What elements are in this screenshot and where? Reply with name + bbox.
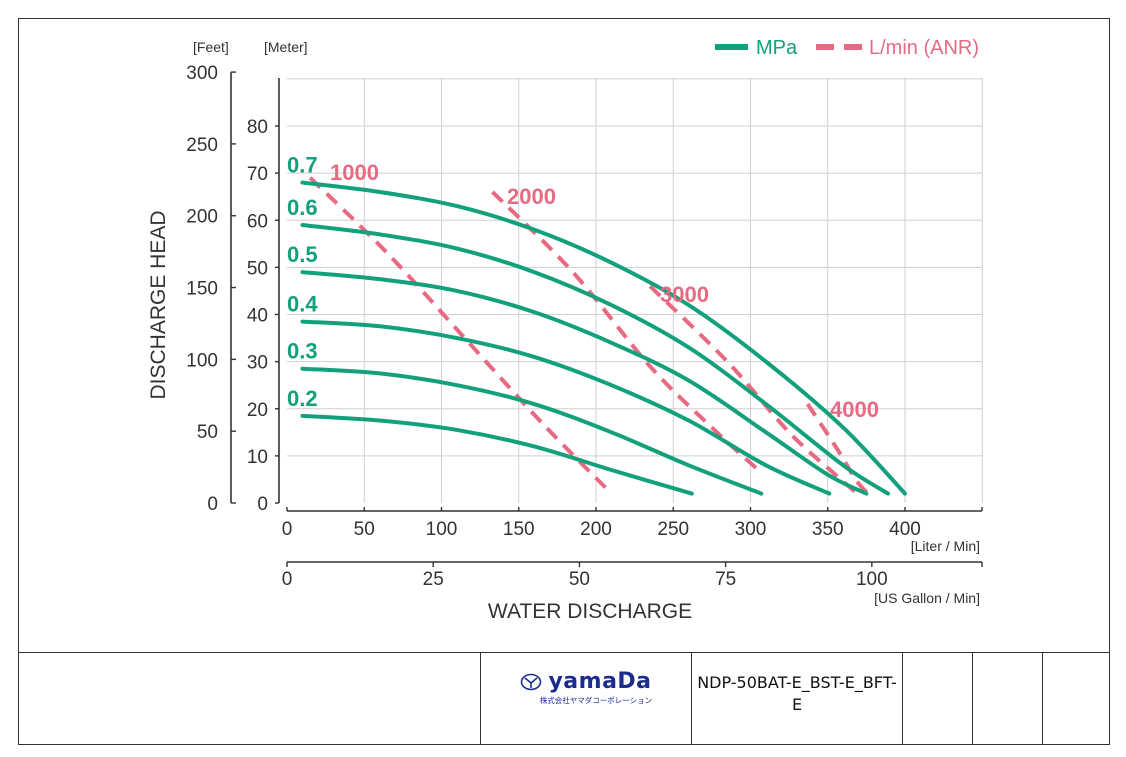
pressure-label-0.3: 0.3	[287, 339, 318, 364]
air-label-4000: 4000	[830, 397, 879, 422]
gallon-tick-label: 50	[569, 569, 590, 590]
pressure-label-0.2: 0.2	[287, 386, 318, 411]
pressure-line-0.5	[300, 270, 869, 496]
gallon-tick-label: 25	[423, 569, 444, 590]
meter-tick-label: 50	[247, 258, 268, 279]
feet-tick-label: 300	[186, 63, 218, 84]
x-axis-title: WATER DISCHARGE	[488, 600, 692, 623]
chart-labels: WATER DISCHARGE DISCHARGE HEAD [Feet] [Mete…	[147, 39, 879, 623]
liter-tick-label: 400	[889, 519, 921, 540]
feet-tick-label: 0	[207, 494, 218, 515]
yamada-logo: yamaDa	[520, 671, 651, 693]
empty-cell	[902, 653, 972, 745]
pressure-line-0.2	[300, 413, 694, 496]
empty-cell	[1042, 653, 1110, 745]
pressure-line-0.7	[300, 180, 907, 496]
yamada-emblem-icon	[521, 673, 542, 691]
liter-tick-label: 200	[580, 519, 612, 540]
feet-tick-label: 150	[186, 279, 218, 300]
air-label-2000: 2000	[507, 184, 556, 209]
pressure-label-0.7: 0.7	[287, 153, 318, 178]
meter-tick-label: 40	[247, 306, 268, 327]
logo-wordmark: yamaDa	[548, 669, 652, 694]
logo-company-name: 株式会社ヤマダコーポレーション	[539, 696, 653, 705]
feet-unit-label: [Feet]	[193, 39, 229, 55]
liter-tick-label: 0	[282, 519, 293, 540]
meter-tick-label: 80	[247, 117, 268, 138]
meter-tick-label: 10	[247, 447, 268, 468]
title-block: yamaDa 株式会社ヤマダコーポレーション NDP-50BAT-E_BST-E…	[18, 652, 1110, 745]
liter-tick-label: 350	[812, 519, 844, 540]
liter-tick-label: 150	[503, 519, 535, 540]
air-line-1000	[308, 176, 613, 495]
feet-tick-label: 50	[197, 422, 218, 443]
liter-tick-label: 50	[354, 519, 375, 540]
meter-tick-label: 60	[247, 211, 268, 232]
gallon-tick-label: 75	[715, 569, 736, 590]
liter-tick-label: 300	[735, 519, 767, 540]
model-number: NDP-50BAT-E_BST-E_BFT-E	[697, 673, 897, 714]
logo-cell: yamaDa 株式会社ヤマダコーポレーション	[480, 653, 691, 745]
pressure-line-0.6	[300, 222, 891, 496]
air-line-2000	[491, 190, 760, 472]
liter-tick-label: 100	[426, 519, 458, 540]
liter-unit-label: [Liter / Min]	[911, 538, 980, 554]
meter-tick-label: 0	[257, 494, 268, 515]
pressure-label-0.4: 0.4	[287, 292, 318, 317]
pressure-line-0.4	[300, 319, 832, 496]
gallon-unit-label: [US Gallon / Min]	[874, 590, 980, 606]
legend-label-mpa: MPa	[756, 37, 798, 59]
chart-series	[300, 176, 907, 496]
pressure-label-0.5: 0.5	[287, 242, 318, 267]
chart-legend: MPa L/min (ANR)	[715, 37, 979, 59]
meter-tick-label: 20	[247, 400, 268, 421]
liter-tick-label: 250	[657, 519, 689, 540]
empty-cell	[972, 653, 1042, 745]
gallon-tick-label: 0	[282, 569, 293, 590]
gallon-tick-label: 100	[856, 569, 888, 590]
drawing-sheet	[18, 18, 1110, 745]
pressure-label-0.6: 0.6	[287, 195, 318, 220]
air-line-3000	[648, 284, 859, 496]
y-axis-title: DISCHARGE HEAD	[147, 210, 170, 399]
air-label-1000: 1000	[330, 160, 379, 185]
meter-tick-label: 70	[247, 164, 268, 185]
pressure-line-0.3	[300, 366, 764, 496]
meter-unit-label: [Meter]	[264, 39, 308, 55]
feet-tick-label: 250	[186, 135, 218, 156]
feet-tick-label: 100	[186, 350, 218, 371]
air-label-3000: 3000	[660, 282, 709, 307]
feet-tick-label: 200	[186, 207, 218, 228]
chart-grid	[287, 78, 983, 503]
meter-tick-label: 30	[247, 353, 268, 374]
legend-label-lmin: L/min (ANR)	[869, 37, 979, 59]
model-number-cell: NDP-50BAT-E_BST-E_BFT-E	[691, 653, 902, 745]
